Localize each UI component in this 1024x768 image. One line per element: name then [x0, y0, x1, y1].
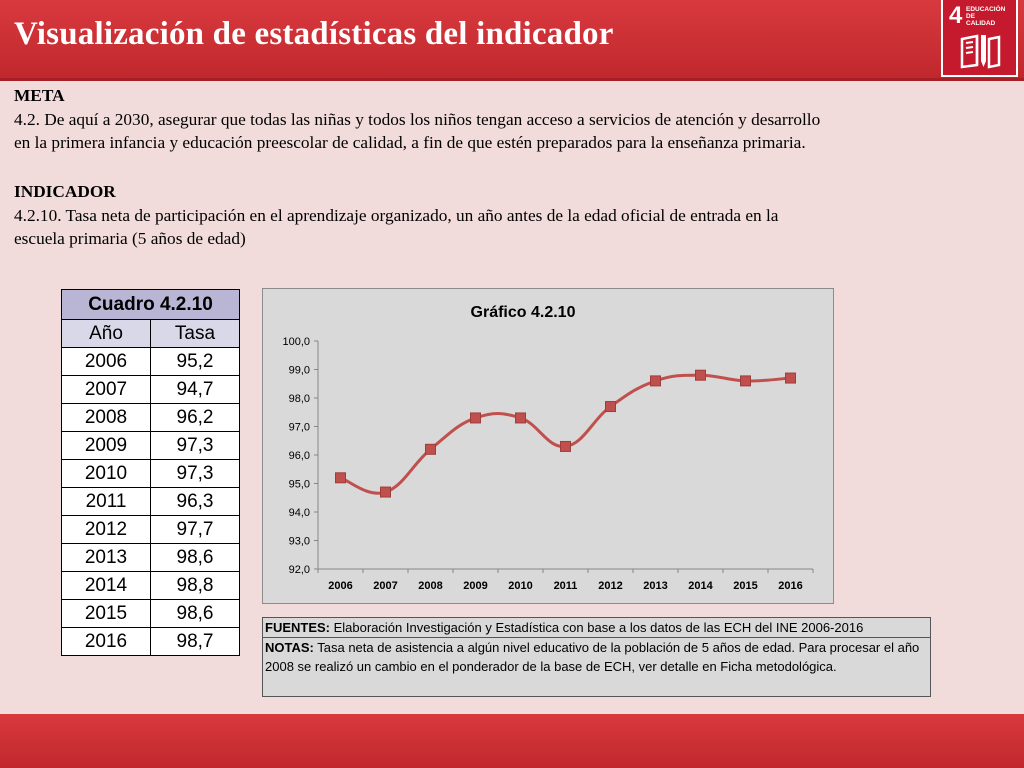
data-point-marker [650, 375, 661, 387]
page-title: Visualización de estadísticas del indica… [14, 16, 614, 52]
notes-box: FUENTES: Elaboración Investigación y Est… [262, 617, 931, 697]
y-tick-label: 98,0 [289, 393, 310, 405]
cell-rate: 98,6 [150, 543, 240, 572]
series-line [339, 373, 791, 495]
data-point-marker [425, 443, 436, 455]
y-tick-label: 93,0 [289, 536, 310, 548]
indicador-heading: INDICADOR [14, 182, 116, 201]
table-row: 2016 98,7 [61, 627, 240, 656]
footer-bar [0, 714, 1024, 768]
cell-year: 2014 [61, 571, 151, 600]
y-tick-label: 96,0 [289, 450, 310, 462]
x-tick-label: 2007 [373, 580, 397, 592]
cuadro-title: Cuadro 4.2.10 [61, 289, 240, 320]
cuadro-table: Cuadro 4.2.10 Año Tasa 2006 95,2 2007 94,7 2… [61, 289, 240, 656]
cell-year: 2016 [61, 627, 151, 656]
y-tick-label: 92,0 [289, 564, 310, 576]
sdg-number: 4 [949, 2, 963, 29]
cell-rate: 98,8 [150, 571, 240, 600]
cuadro-header-row: Año Tasa [61, 319, 240, 348]
cell-rate: 97,3 [150, 459, 240, 488]
table-row: 2006 95,2 [61, 347, 240, 376]
table-row: 2009 97,3 [61, 431, 240, 460]
table-row: 2012 97,7 [61, 515, 240, 544]
indicador-line-2: escuela primaria (5 años de edad) [14, 229, 246, 248]
sdg-label-line1: EDUCACIÓN DE [966, 6, 1006, 20]
table-row: 2014 98,8 [61, 571, 240, 600]
y-tick-label: 97,0 [289, 422, 310, 434]
cuadro-title-row: Cuadro 4.2.10 [61, 289, 240, 320]
table-row: 2010 97,3 [61, 459, 240, 488]
notas-label: NOTAS: [265, 640, 314, 655]
data-point-marker [785, 372, 796, 384]
cell-rate: 94,7 [150, 375, 240, 404]
x-tick-label: 2016 [778, 580, 802, 592]
cell-year: 2013 [61, 543, 151, 572]
table-row: 2007 94,7 [61, 375, 240, 404]
sdg-label: EDUCACIÓN DE CALIDAD [966, 6, 1014, 27]
cell-year: 2012 [61, 515, 151, 544]
cell-year: 2008 [61, 403, 151, 432]
table-row: 2015 98,6 [61, 599, 240, 628]
y-tick-label: 99,0 [289, 365, 310, 377]
indicador-line-1: 4.2.10. Tasa neta de participación en el… [14, 205, 779, 225]
x-tick-label: 2014 [688, 580, 713, 592]
col-rate-header: Tasa [150, 319, 240, 348]
x-tick-label: 2008 [418, 580, 442, 592]
cell-rate: 98,7 [150, 627, 240, 656]
x-tick-label: 2010 [508, 580, 532, 592]
cell-rate: 97,7 [150, 515, 240, 544]
x-tick-label: 2011 [554, 580, 578, 592]
data-point-marker [740, 375, 751, 387]
meta-line-2: en la primera infancia y educación prees… [14, 133, 806, 152]
col-year-header: Año [61, 319, 151, 348]
x-tick-label: 2006 [328, 580, 352, 592]
sdg-label-line2: CALIDAD [966, 20, 996, 27]
indicador-section: INDICADOR 4.2.10. Tasa neta de participa… [14, 180, 778, 251]
data-point-marker [695, 369, 706, 381]
cell-rate: 98,6 [150, 599, 240, 628]
y-tick-label: 95,0 [289, 479, 310, 491]
cell-rate: 96,3 [150, 487, 240, 516]
cell-rate: 96,2 [150, 403, 240, 432]
notas-text: Tasa neta de asistencia a algún nivel ed… [265, 640, 920, 674]
cell-rate: 95,2 [150, 347, 240, 376]
sdg-badge: 4 EDUCACIÓN DE CALIDAD [941, 0, 1018, 77]
meta-line-1: 4.2. De aquí a 2030, asegurar que todas … [14, 109, 821, 129]
cell-year: 2007 [61, 375, 151, 404]
cell-year: 2011 [61, 487, 151, 516]
cell-year: 2006 [61, 347, 151, 376]
x-tick-label: 2013 [643, 580, 667, 592]
fuentes-label: FUENTES: [265, 620, 330, 635]
header-bar [0, 0, 1024, 78]
y-tick-label: 94,0 [289, 507, 310, 519]
cell-rate: 97,3 [150, 431, 240, 460]
header-divider [0, 78, 1024, 81]
data-point-marker [380, 486, 391, 498]
chart-title: Gráfico 4.2.10 [471, 304, 576, 321]
meta-section: META 4.2. De aquí a 2030, asegurar que t… [14, 84, 820, 155]
line-chart: Gráfico 4.2.10 92,0 93,0 94,0 95,0 96,0 97,0 98… [282, 304, 814, 592]
cell-year: 2010 [61, 459, 151, 488]
cell-year: 2009 [61, 431, 151, 460]
cell-year: 2015 [61, 599, 151, 628]
fuentes-text: Elaboración Investigación y Estadística … [330, 620, 864, 635]
data-point-marker [470, 412, 481, 424]
x-tick-label: 2012 [598, 580, 622, 592]
table-row: 2013 98,6 [61, 543, 240, 572]
x-tick-label: 2009 [463, 580, 487, 592]
meta-heading: META [14, 86, 65, 105]
book-pencil-icon [960, 34, 1001, 69]
notas-row: NOTAS: Tasa neta de asistencia a algún n… [263, 638, 930, 696]
fuentes-row: FUENTES: Elaboración Investigación y Est… [263, 618, 930, 638]
y-tick-label: 100,0 [282, 336, 310, 348]
data-point-marker [335, 472, 346, 484]
chart-panel: Gráfico 4.2.10 92,0 93,0 94,0 95,0 96,0 97,0 98… [262, 288, 834, 604]
x-tick-label: 2015 [733, 580, 757, 592]
data-point-marker [515, 412, 526, 424]
table-row: 2008 96,2 [61, 403, 240, 432]
data-point-marker [560, 440, 571, 452]
data-point-marker [605, 401, 616, 413]
table-row: 2011 96,3 [61, 487, 240, 516]
